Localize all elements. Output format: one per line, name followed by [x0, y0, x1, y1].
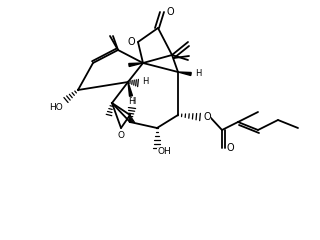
- Text: O: O: [117, 132, 124, 140]
- Text: H: H: [128, 97, 134, 107]
- Text: H: H: [195, 68, 201, 78]
- Text: OH: OH: [157, 148, 171, 156]
- Text: O: O: [127, 37, 135, 47]
- Text: O: O: [226, 143, 234, 153]
- Text: O: O: [166, 7, 174, 17]
- Polygon shape: [129, 63, 143, 66]
- Polygon shape: [128, 82, 132, 96]
- Polygon shape: [178, 72, 191, 76]
- Text: H: H: [142, 78, 148, 86]
- Text: H: H: [129, 97, 135, 107]
- Text: HO: HO: [49, 103, 63, 113]
- Text: O: O: [203, 112, 211, 122]
